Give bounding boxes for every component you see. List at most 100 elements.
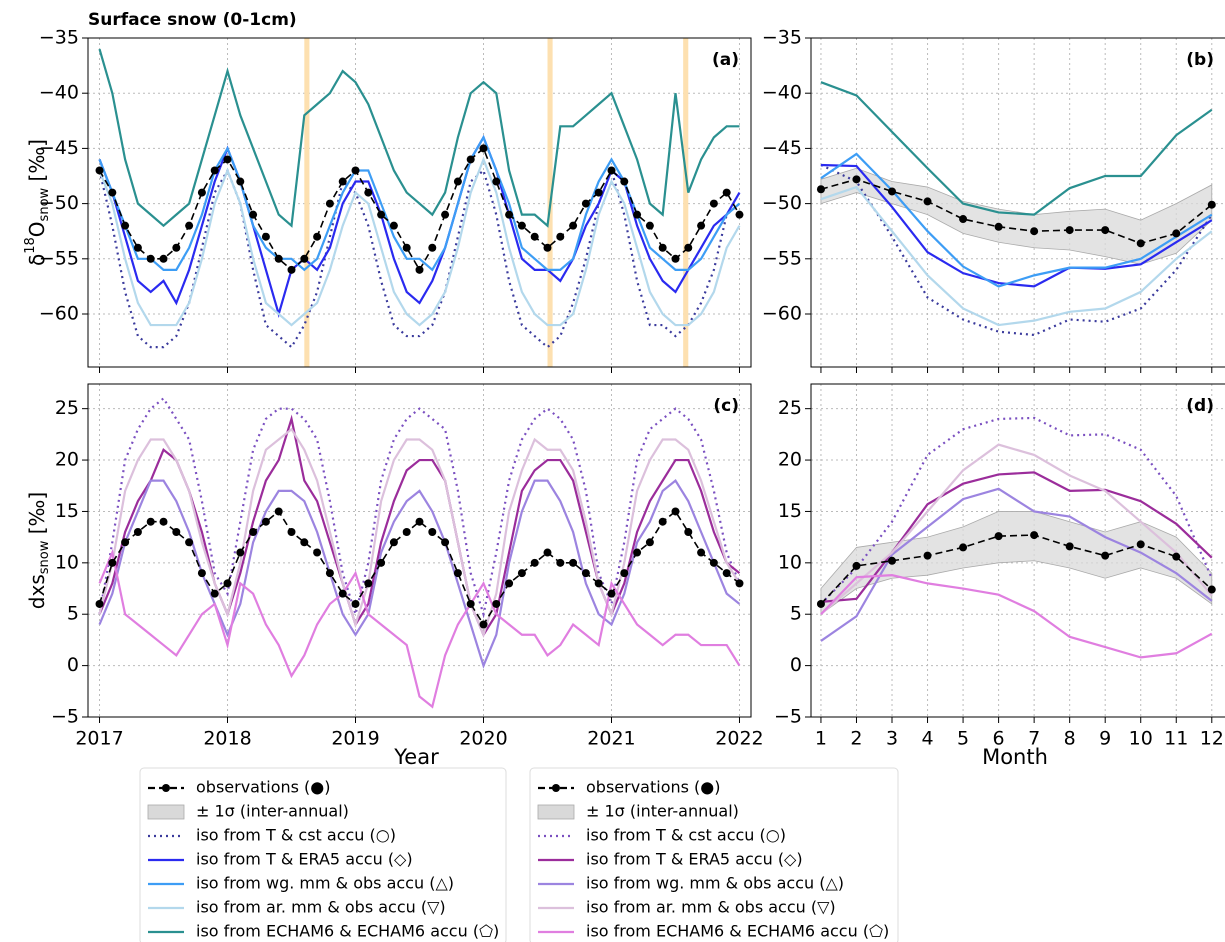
- legend-label: iso from ECHAM6 & ECHAM6 accu (⬠): [196, 922, 499, 941]
- data-point: [517, 569, 526, 578]
- data-point: [95, 599, 104, 608]
- data-point: [364, 188, 373, 197]
- data-point: [1172, 229, 1181, 238]
- legend-box: [529, 767, 899, 942]
- x-tick-label: 2018: [203, 728, 251, 750]
- y-tick-label: 25: [55, 397, 79, 419]
- y-tick-label: −35: [39, 27, 79, 49]
- x-tick-label: 2: [850, 728, 862, 750]
- legend-label: iso from ar. mm & obs accu (▽): [586, 898, 836, 917]
- data-point: [223, 579, 232, 588]
- legend-label: iso from ECHAM6 & ECHAM6 accu (⬠): [586, 922, 889, 941]
- y-tick-label: −50: [39, 192, 79, 214]
- y-axis-label-part: snow: [37, 540, 52, 574]
- data-point: [402, 243, 411, 252]
- data-point: [466, 599, 475, 608]
- series-line: [98, 510, 740, 627]
- series-line: [98, 134, 741, 318]
- y-tick-label: 15: [778, 500, 802, 522]
- chart-title: Surface snow (0-1cm): [88, 10, 297, 30]
- y-tick-label: −55: [762, 247, 802, 269]
- y-axis-label-part: dxs: [25, 574, 49, 609]
- data-point: [569, 221, 578, 230]
- series-line: [98, 427, 741, 639]
- data-point: [338, 177, 347, 186]
- data-point: [159, 254, 168, 263]
- series-line: [820, 163, 1213, 288]
- y-tick-label: −50: [762, 192, 802, 214]
- data-point: [121, 221, 130, 230]
- data-point: [556, 558, 565, 567]
- data-point: [121, 538, 130, 547]
- data-point: [581, 199, 590, 208]
- data-point: [453, 569, 462, 578]
- data-point: [415, 265, 424, 274]
- legend-label: ± 1σ (inter-annual): [586, 802, 739, 821]
- data-point: [684, 528, 693, 536]
- series-line: [98, 396, 741, 619]
- data-point: [249, 210, 258, 219]
- x-tick-label: 5: [957, 728, 969, 750]
- data-point: [1030, 531, 1039, 540]
- data-point: [466, 155, 475, 164]
- data-point: [888, 187, 897, 196]
- data-point: [569, 558, 578, 567]
- x-tick-label: 2022: [715, 728, 763, 750]
- sigma-band: [820, 511, 1213, 616]
- data-point: [1207, 200, 1216, 209]
- data-point: [389, 221, 398, 230]
- data-point: [389, 538, 398, 547]
- legend-box: [139, 767, 507, 942]
- data-point: [197, 569, 206, 578]
- series-line: [820, 574, 1213, 659]
- data-point: [325, 569, 334, 578]
- data-point: [428, 243, 437, 252]
- data-point: [377, 210, 386, 219]
- x-axis-label: Month: [982, 745, 1048, 769]
- data-point: [313, 232, 322, 241]
- y-axis-label-part: 18: [23, 237, 38, 254]
- y-axis-label-part: snow: [37, 187, 52, 221]
- legend-label: observations (●): [196, 778, 331, 797]
- x-tick-label: 2020: [459, 728, 507, 750]
- legend-label: observations (●): [586, 778, 721, 797]
- series-line: [820, 416, 1213, 605]
- data-point: [197, 188, 206, 197]
- data-point: [223, 155, 232, 164]
- x-tick-label: 4: [921, 728, 933, 750]
- data-point: [274, 507, 283, 516]
- data-point: [185, 221, 194, 230]
- legend-label: iso from T & ERA5 accu (◇): [586, 850, 803, 869]
- data-point: [923, 551, 932, 560]
- y-tick-label: 0: [790, 654, 802, 676]
- panel-label: (a): [712, 50, 739, 70]
- data-point: [959, 543, 968, 552]
- x-axis-label: Year: [393, 745, 439, 769]
- y-tick-label: −5: [774, 706, 802, 728]
- data-point: [671, 507, 680, 516]
- y-tick-label: 5: [67, 603, 79, 625]
- legend-marker: [552, 784, 560, 792]
- data-point: [735, 579, 744, 588]
- data-point: [300, 254, 309, 263]
- legend-marker: [162, 784, 170, 792]
- data-point: [556, 232, 565, 241]
- y-tick-label: −60: [762, 303, 802, 325]
- axes-frame: [810, 37, 1225, 368]
- x-tick-label: 11: [1164, 728, 1188, 750]
- data-point: [620, 177, 629, 186]
- y-tick-label: 10: [55, 551, 79, 573]
- data-point: [709, 558, 718, 567]
- data-point: [607, 589, 616, 598]
- series-line: [820, 471, 1213, 603]
- data-point: [108, 188, 117, 197]
- axes-frame: [87, 37, 752, 368]
- series-line: [98, 548, 741, 709]
- data-point: [492, 177, 501, 186]
- y-tick-label: 5: [790, 603, 802, 625]
- y-axis-label: δ18Osnow [‰]: [23, 139, 52, 266]
- data-point: [994, 222, 1003, 231]
- data-point: [709, 199, 718, 208]
- data-point: [453, 177, 462, 186]
- x-tick-label: 1: [815, 728, 827, 750]
